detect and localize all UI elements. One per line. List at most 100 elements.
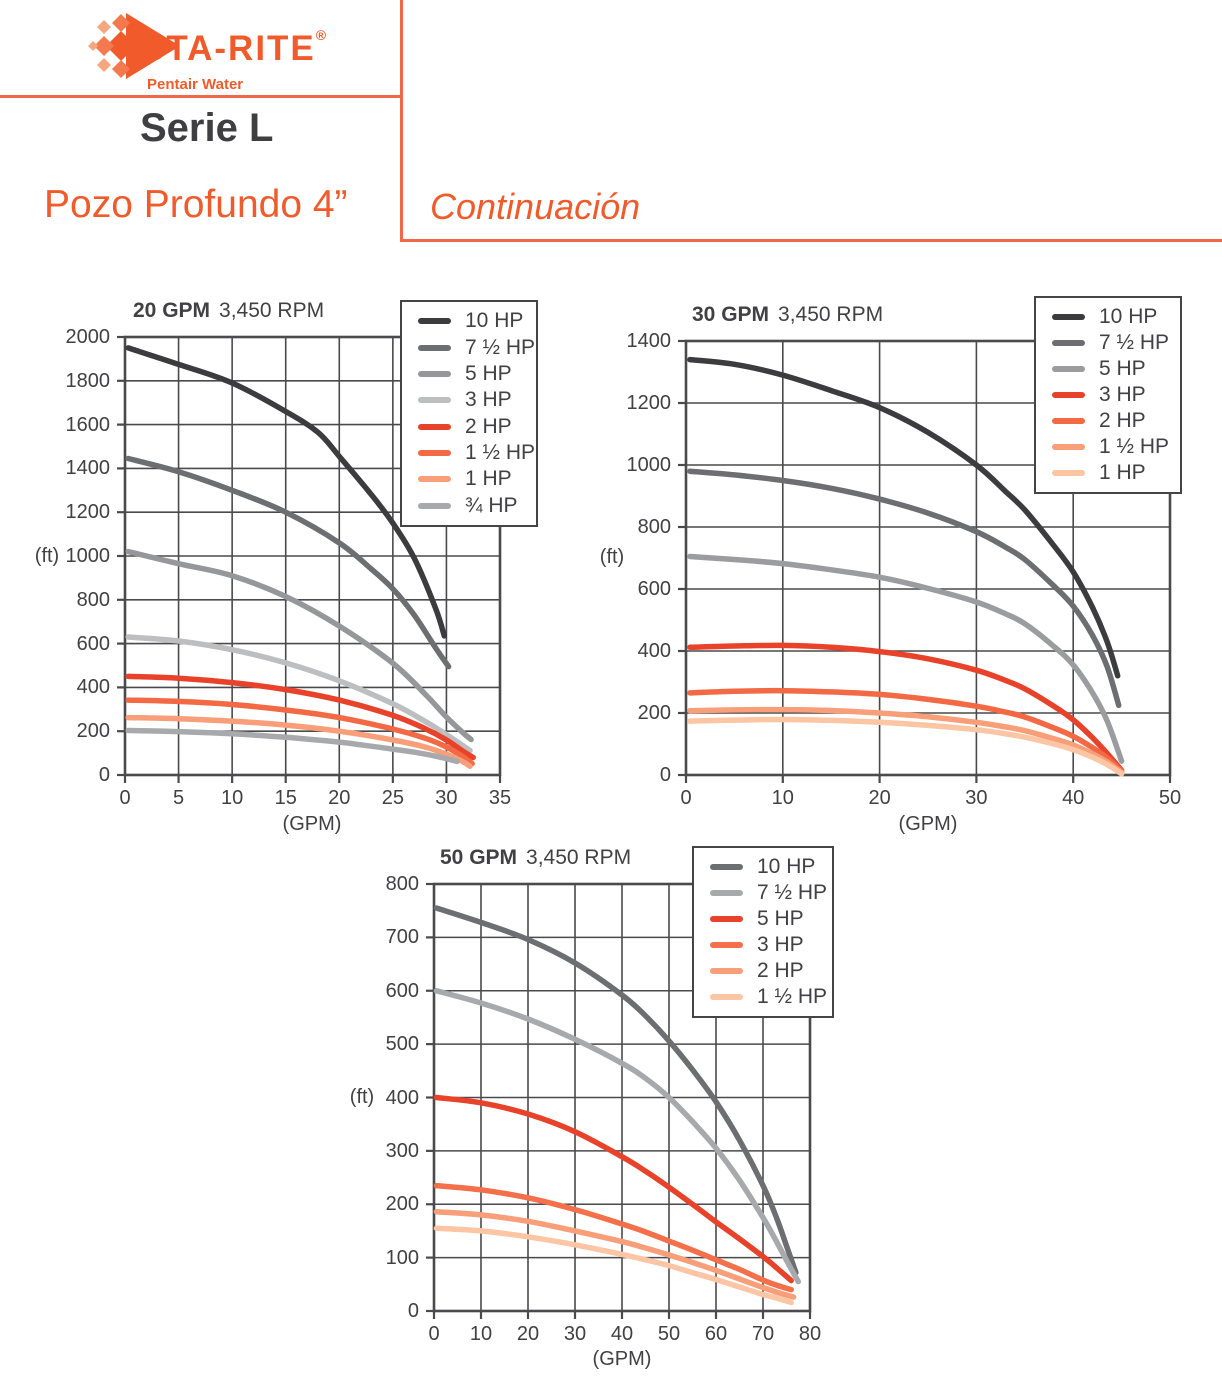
legend-swatch xyxy=(1052,340,1085,346)
legend-label: ¾ HP xyxy=(465,493,518,517)
chart-50gpm-y-tick: 400 xyxy=(385,1086,419,1109)
chart-20gpm-x-tick: 10 xyxy=(221,787,244,809)
legend-swatch xyxy=(1052,392,1085,398)
chart-50gpm-curve-7½hp xyxy=(433,988,802,1285)
legend-swatch xyxy=(418,344,451,351)
chart-30gpm-curve-1½hp xyxy=(687,706,1125,776)
chart-20gpm-x-tick: 25 xyxy=(381,787,404,809)
chart-30gpm-curve-3hp xyxy=(687,642,1125,774)
chart-50gpm-legend: 10 HP 7 ½ HP 5 HP 3 HP 2 HP 1 ½ HP xyxy=(692,846,834,1018)
brand-wordmark: STA-RITE® xyxy=(141,27,326,69)
legend-label: 2 HP xyxy=(1099,409,1146,432)
legend-item: 10 HP xyxy=(418,308,536,334)
continuation-title: Continuación xyxy=(430,186,641,227)
chart-20gpm-y-tick: 800 xyxy=(76,588,110,611)
chart-50gpm-y-tick: 0 xyxy=(407,1300,419,1322)
chart-20gpm-title-model: 20 GPM xyxy=(133,299,211,322)
legend-label: 1 ½ HP xyxy=(1099,435,1170,458)
legend-swatch xyxy=(1052,314,1085,320)
chart-20gpm-y-tick: 1000 xyxy=(65,545,111,567)
chart-30gpm-y-unit: (ft) xyxy=(599,546,625,568)
legend-item: 1 ½ HP xyxy=(418,440,536,466)
legend-swatch xyxy=(418,502,451,509)
legend-label: 1 HP xyxy=(465,467,512,491)
chart-30gpm-x-tick: 50 xyxy=(1158,787,1182,809)
legend-swatch xyxy=(418,476,451,483)
chart-30gpm-curve-7½hp xyxy=(687,468,1122,709)
legend-swatch xyxy=(710,942,743,948)
legend-item: 1 HP xyxy=(418,466,536,492)
chart-30gpm-curve-2hp xyxy=(687,687,1125,775)
chart-20gpm-curve-10hp xyxy=(125,345,448,639)
sta-rite-logo-mark xyxy=(88,13,180,79)
chart-30gpm-y-tick: 1000 xyxy=(626,454,672,476)
legend-swatch xyxy=(418,370,451,377)
chart-20gpm-x-tick: 20 xyxy=(328,787,351,809)
chart-50gpm-y-tick: 700 xyxy=(385,926,419,949)
chart-20gpm-curve-¾hp xyxy=(125,727,460,765)
chart-50gpm-x-tick: 20 xyxy=(516,1323,540,1345)
legend-swatch xyxy=(418,397,451,404)
header-divider-right xyxy=(400,239,1222,242)
chart-30gpm-y-tick: 1400 xyxy=(626,330,672,352)
registered-mark: ® xyxy=(315,27,327,43)
chart-30gpm-y-tick: 800 xyxy=(637,516,671,538)
chart-50gpm-plot xyxy=(426,882,812,1319)
legend-item: 1 ½ HP xyxy=(710,984,832,1010)
sta-rite-logo xyxy=(88,13,180,79)
chart-50gpm-curve-3hp xyxy=(433,1182,794,1293)
legend-label: 5 HP xyxy=(757,907,804,930)
chart-30gpm-y-tick: 400 xyxy=(637,640,671,662)
chart-30gpm-x-tick: 40 xyxy=(1062,787,1085,809)
legend-label: 3 HP xyxy=(757,933,804,956)
legend-item: ¾ HP xyxy=(418,493,536,519)
chart-50gpm-x-tick: 30 xyxy=(563,1323,587,1345)
legend-label: 5 HP xyxy=(465,361,512,385)
chart-20gpm-title: 20 GPM 3,450 RPM xyxy=(133,299,324,323)
chart-30gpm-title-model: 30 GPM xyxy=(692,303,770,326)
chart-20gpm-x-tick: 15 xyxy=(274,787,297,809)
legend-label: 10 HP xyxy=(1099,305,1158,328)
legend-item: 7 ½ HP xyxy=(1052,330,1180,356)
chart-30gpm-legend: 10 HP 7 ½ HP 5 HP 3 HP 2 HP 1 ½ HP 1 HP xyxy=(1034,296,1182,494)
legend-swatch xyxy=(418,423,451,430)
header-divider-left xyxy=(0,95,401,98)
chart-30gpm-curve-1hp xyxy=(687,716,1125,777)
chart-50gpm-y-tick: 100 xyxy=(385,1246,419,1269)
chart-50gpm-x-tick: 50 xyxy=(657,1323,681,1345)
legend-item: 1 HP xyxy=(1052,460,1180,486)
chart-20gpm-x-unit: (GPM) xyxy=(282,813,342,835)
legend-item: 3 HP xyxy=(710,932,832,958)
chart-30gpm-y-tick: 600 xyxy=(637,578,671,600)
chart-30gpm-title-rpm: 3,450 RPM xyxy=(778,303,884,326)
legend-label: 2 HP xyxy=(465,414,512,438)
chart-50gpm-title-rpm: 3,450 RPM xyxy=(526,846,632,869)
legend-label: 5 HP xyxy=(1099,357,1146,380)
chart-30gpm-x-tick: 0 xyxy=(680,787,692,809)
legend-swatch xyxy=(710,994,743,1000)
chart-50gpm-x-tick: 10 xyxy=(469,1323,493,1345)
legend-label: 1 HP xyxy=(1099,461,1146,484)
legend-swatch xyxy=(1052,366,1085,372)
series-title: Serie L xyxy=(140,106,274,150)
chart-20gpm-x-tick: 30 xyxy=(435,787,458,809)
chart-30gpm-title: 30 GPM 3,450 RPM xyxy=(692,303,883,327)
chart-30gpm-x-tick: 30 xyxy=(965,787,988,809)
subbrand-text: Pentair Water xyxy=(147,76,244,93)
legend-item: 2 HP xyxy=(1052,408,1180,434)
product-title: Pozo Profundo 4” xyxy=(44,183,348,226)
chart-50gpm-y-tick: 600 xyxy=(385,979,419,1002)
legend-label: 1 ½ HP xyxy=(465,441,536,465)
legend-swatch xyxy=(418,450,451,457)
legend-label: 7 ½ HP xyxy=(757,881,828,904)
legend-swatch xyxy=(1052,470,1085,476)
chart-50gpm-x-tick: 60 xyxy=(704,1323,728,1345)
chart-30gpm-x-tick: 20 xyxy=(868,787,891,809)
legend-label: 10 HP xyxy=(465,309,524,333)
legend-item: 3 HP xyxy=(1052,382,1180,408)
chart-20gpm-curve-3hp xyxy=(125,634,473,754)
chart-20gpm-curve-1½hp xyxy=(125,697,475,767)
legend-swatch xyxy=(710,968,743,974)
chart-20gpm-y-tick: 1200 xyxy=(65,501,111,524)
chart-20gpm-y-tick: 600 xyxy=(76,632,110,655)
